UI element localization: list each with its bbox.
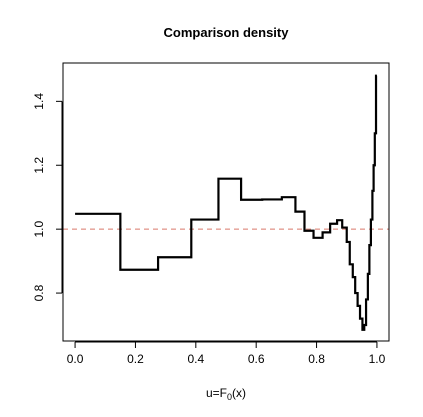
x-tick-label: 0.6 [248, 352, 265, 366]
x-tick-label: 0.8 [308, 352, 325, 366]
y-tick-label: 1.4 [32, 93, 46, 110]
x-tick-label: 0.4 [187, 352, 204, 366]
x-axis-label-tail: (x) [232, 386, 246, 400]
series-layer [75, 74, 378, 331]
x-tick-label: 1.0 [369, 352, 386, 366]
plot-box [62, 62, 390, 342]
chart-title: Comparison density [164, 25, 290, 40]
density-step-line [75, 74, 378, 331]
x-axis-label: u=F0(x) [206, 386, 246, 402]
x-axis-label-subscript: 0 [227, 392, 232, 402]
y-tick-label: 1.2 [32, 157, 46, 174]
axes: 0.0 0.2 0.4 0.6 0.8 1.0 0.8 1.0 1.2 1.4 [32, 93, 386, 366]
x-tick-label: 0.2 [127, 352, 144, 366]
x-axis-label-main: u=F [206, 386, 227, 400]
x-tick-label: 0.0 [67, 352, 84, 366]
y-tick-label: 0.8 [32, 284, 46, 301]
y-tick-label: 1.0 [32, 220, 46, 237]
